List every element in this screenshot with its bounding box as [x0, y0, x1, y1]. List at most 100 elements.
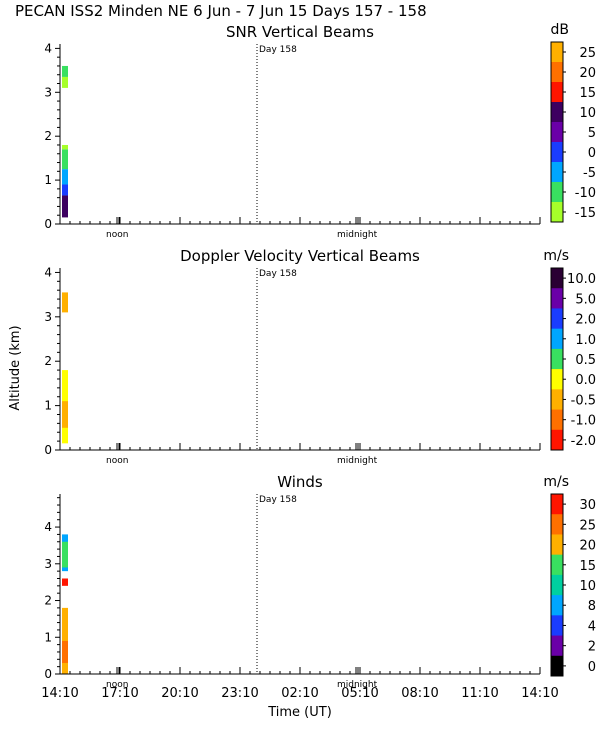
colorbar-swatch [551, 268, 563, 289]
y-tick-label: 1 [44, 630, 52, 644]
colorbar-swatch [551, 82, 563, 103]
colorbar-label: 2 [588, 640, 596, 655]
noon-label: noon [106, 680, 128, 690]
colorbar-swatch [551, 202, 563, 223]
day-marker-label: Day 158 [259, 269, 297, 279]
data-cell-4 [62, 144, 68, 150]
y-tick-label: 4 [44, 520, 52, 534]
colorbar-swatch [551, 554, 563, 576]
colorbar-swatch [551, 328, 563, 350]
colorbar-label: 5 [588, 126, 596, 141]
colorbar-swatch [551, 182, 563, 203]
day-marker-label: Day 158 [259, 495, 297, 505]
y-tick-label: 3 [44, 85, 52, 99]
panel-title: Winds [277, 473, 323, 491]
data-cell-2 [62, 292, 68, 313]
x-tick-label: 20:10 [161, 686, 198, 701]
colorbar-label: 10 [579, 106, 596, 121]
colorbar-label: 20 [579, 66, 596, 81]
data-cell-4 [62, 541, 68, 568]
noon-label: noon [106, 230, 128, 240]
colorbar-swatch [551, 655, 563, 677]
data-cell-1 [62, 401, 68, 428]
x-tick-label: 11:10 [461, 686, 498, 701]
data-cell-0 [62, 195, 68, 218]
panel-title: Doppler Velocity Vertical Beams [180, 247, 420, 265]
y-tick-label: 2 [44, 594, 52, 608]
colorbar-swatch [551, 389, 563, 411]
colorbar-swatch [551, 142, 563, 163]
x-tick-label: 23:10 [221, 686, 258, 701]
colorbar-label: -2.0 [571, 434, 596, 449]
y-tick-label: 2 [44, 129, 52, 143]
panels-group: SNR Vertical Beams 0 1 2 3 4 noon midnight Day 1… [44, 22, 596, 690]
colorbar-label: 30 [579, 498, 596, 513]
colorbar-label: 10 [579, 579, 596, 594]
colorbar-swatch [551, 162, 563, 183]
colorbar-label: 0 [588, 660, 596, 675]
colorbar-label: 10.0 [567, 272, 596, 287]
midnight-label: midnight [337, 680, 378, 690]
colorbar-label: -1.0 [571, 414, 596, 429]
colorbar-swatch [551, 62, 563, 83]
y-tick-label: 0 [44, 443, 52, 457]
colorbar-label: 2.0 [575, 313, 596, 328]
x-tick-label: 14:10 [41, 686, 78, 701]
panel-title: SNR Vertical Beams [226, 23, 374, 41]
panel-1: Doppler Velocity Vertical Beams 0 1 2 3 4 noon… [44, 247, 596, 466]
x-tick-label: 17:10 [101, 686, 138, 701]
colorbar-label: 0 [588, 146, 596, 161]
y-tick-label: 3 [44, 310, 52, 324]
colorbar-label: 1.0 [575, 333, 596, 348]
colorbar-label: 5.0 [575, 292, 596, 307]
colorbar-swatch [551, 42, 563, 63]
colorbar-swatch [551, 574, 563, 596]
x-axis-label: Time (UT) [267, 705, 332, 720]
colorbar-swatch [551, 534, 563, 556]
colorbar-swatch [551, 348, 563, 370]
x-tick-label: 02:10 [281, 686, 318, 701]
data-cell-6 [62, 65, 68, 77]
colorbar-swatch [551, 369, 563, 390]
colorbar-swatch [551, 494, 563, 515]
colorbar-label: 8 [588, 599, 596, 614]
x-tick-label: 05:10 [341, 686, 378, 701]
colorbar-label: 0.5 [575, 353, 596, 368]
colorbar-label: -10 [575, 186, 596, 201]
colorbar-swatch [551, 514, 563, 535]
data-cell-2 [62, 578, 68, 586]
colorbar-label: 25 [579, 518, 596, 533]
colorbar-label: -5 [583, 166, 596, 181]
y-tick-label: 3 [44, 557, 52, 571]
noon-label: noon [106, 456, 128, 466]
figure-title: PECAN ISS2 Minden NE 6 Jun - 7 Jun 15 Da… [15, 2, 427, 20]
y-tick-label: 0 [44, 217, 52, 231]
colorbar-label: 25 [579, 46, 596, 61]
colorbar-swatch [551, 615, 563, 637]
panel-0: SNR Vertical Beams 0 1 2 3 4 noon midnight Day 1… [44, 22, 596, 240]
colorbar-swatch [551, 635, 563, 657]
data-cell-5 [62, 76, 68, 88]
midnight-label: midnight [337, 230, 378, 240]
colorbar-label: 0.0 [575, 373, 596, 388]
colorbar-unit: m/s [543, 248, 569, 264]
y-tick-label: 0 [44, 667, 52, 681]
colorbar-label: 15 [579, 559, 596, 574]
x-tick-label: 08:10 [401, 686, 438, 701]
y-tick-label: 4 [44, 265, 52, 279]
colorbar-label: 20 [579, 539, 596, 554]
colorbar-label: 4 [588, 619, 596, 634]
day-marker-label: Day 158 [259, 45, 297, 55]
colorbar-label: -15 [575, 206, 596, 221]
y-axis-label: Altitude (km) [8, 325, 23, 410]
colorbar-swatch [551, 288, 563, 309]
data-cell-1 [62, 640, 68, 663]
colorbar-unit: m/s [543, 474, 569, 490]
data-cell-3 [62, 149, 68, 170]
colorbar-swatch [551, 595, 563, 616]
y-tick-label: 1 [44, 399, 52, 413]
colorbar-swatch [551, 102, 563, 123]
data-cell-1 [62, 184, 68, 196]
colorbar-swatch [551, 122, 563, 143]
